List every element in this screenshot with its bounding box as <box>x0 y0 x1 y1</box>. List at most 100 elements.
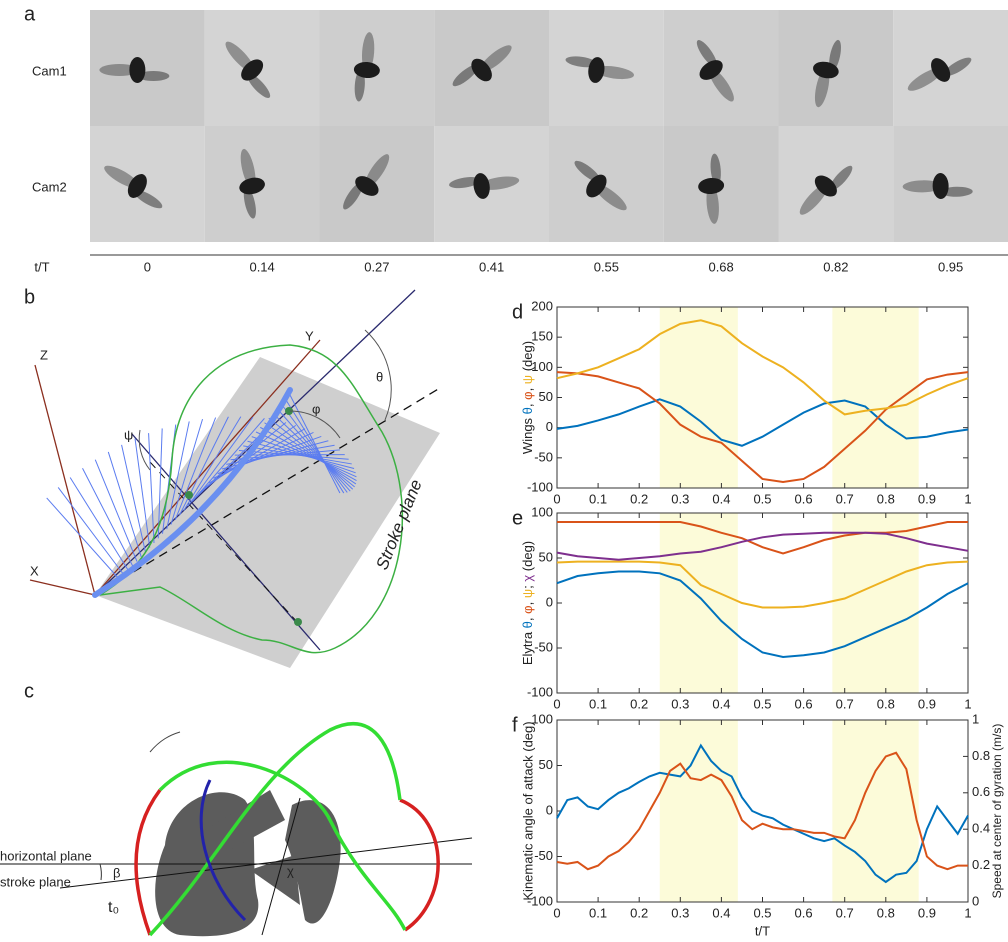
insect <box>902 173 973 199</box>
insect-wing <box>449 177 481 189</box>
insect-wing <box>134 190 163 209</box>
insect <box>239 148 265 219</box>
x-axis <box>29 579 96 596</box>
vein <box>134 438 151 548</box>
time-label: 0.27 <box>364 259 389 274</box>
camera-label: Cam2 <box>32 179 67 194</box>
time-label: t₀ <box>108 899 119 916</box>
x-tick-label: 1 <box>964 905 971 920</box>
insect <box>104 165 163 209</box>
vein <box>281 403 348 493</box>
frame-image <box>549 126 664 242</box>
y2-tick-label: 0.2 <box>972 857 990 872</box>
y2-tick-label: 0 <box>972 893 979 908</box>
y-label: Kinematic angle of attack (deg) <box>520 721 535 900</box>
vein <box>57 487 125 576</box>
x-tick-label: 0.2 <box>630 491 648 506</box>
direction-arrow <box>149 731 181 753</box>
x-tick-label: 0.3 <box>671 491 689 506</box>
insect-body <box>931 58 951 82</box>
y-tick-label: 50 <box>539 389 553 404</box>
panel-c: c horizontal plane stroke plane β t₀ χ <box>0 680 473 937</box>
y-tick-label: -50 <box>534 639 553 654</box>
y-tick-label: 100 <box>531 504 553 519</box>
insect <box>696 40 734 102</box>
vein <box>183 416 242 511</box>
insect <box>813 39 841 108</box>
y-label-symbol: χ <box>520 575 535 582</box>
series-line <box>556 743 969 884</box>
y-tick-label: 100 <box>531 711 553 726</box>
y-label-symbol: ψ <box>520 589 535 598</box>
insect-wing <box>943 57 972 77</box>
x-tick-label: 0.5 <box>753 696 771 711</box>
series-line <box>556 560 969 609</box>
insect-wing <box>902 180 943 193</box>
phi-arc <box>289 410 341 439</box>
insect-body <box>239 177 265 195</box>
insect <box>449 173 520 199</box>
x-tick-label: 0 <box>553 905 560 920</box>
x-tick-label: 0.4 <box>712 905 730 920</box>
series-line <box>556 570 969 659</box>
vein <box>247 440 355 469</box>
x-tick-label: 0.6 <box>795 491 813 506</box>
insect-body <box>813 61 839 79</box>
axis-label: t/T <box>34 259 49 274</box>
y-tick-label: -100 <box>527 893 553 908</box>
insect-wing <box>565 56 598 68</box>
insect <box>343 154 390 210</box>
insect-wing <box>247 73 271 98</box>
time-label: 0 <box>144 259 151 274</box>
path-green <box>158 760 407 931</box>
plane-axis <box>94 387 441 596</box>
x-tick-label: 1 <box>964 696 971 711</box>
y-label-part: , <box>520 598 535 605</box>
z-axis <box>34 364 96 596</box>
camera-label: Cam1 <box>32 63 67 78</box>
wing-root <box>92 387 293 598</box>
body-axis <box>261 797 301 936</box>
insect-wing <box>710 153 721 186</box>
insect-wing <box>696 40 717 67</box>
angle-label: φ <box>312 401 320 416</box>
x-tick-label: 0.8 <box>877 491 895 506</box>
y-tick-label: 0 <box>546 419 553 434</box>
panel-label: c <box>24 680 34 702</box>
time-label: 0.55 <box>594 259 619 274</box>
insect-body <box>353 61 380 79</box>
series-line <box>557 521 968 555</box>
time-label: 0.82 <box>823 259 848 274</box>
panel-label: e <box>512 507 523 529</box>
x-tick-label: 0.1 <box>589 696 607 711</box>
angle-label: β <box>113 865 120 880</box>
vein <box>238 450 349 460</box>
marker <box>285 407 293 415</box>
y-tick-label: 0 <box>546 594 553 609</box>
x-tick-label: 0.5 <box>753 491 771 506</box>
vein <box>272 413 354 490</box>
y-tick-label: -50 <box>534 848 553 863</box>
vein <box>170 418 204 525</box>
y-label-symbol: φ <box>520 605 535 613</box>
x-tick-label: 1 <box>964 491 971 506</box>
time-label: 0.68 <box>708 259 733 274</box>
panel-label: d <box>512 301 523 323</box>
vein <box>285 399 345 494</box>
vein <box>276 408 351 492</box>
y2-tick-label: 1 <box>972 711 979 726</box>
frame-image <box>319 126 435 242</box>
time-label: 0.41 <box>479 259 504 274</box>
insect-wing <box>99 64 140 76</box>
x-tick-label: 0.4 <box>712 696 730 711</box>
wing-outline <box>99 344 404 654</box>
y-label-symbol: θ <box>520 621 535 628</box>
insect-wing <box>452 64 479 87</box>
angle-label: χ <box>287 863 294 878</box>
shaded-region <box>659 513 738 693</box>
y-label-symbol: φ <box>520 391 535 399</box>
wing-veins <box>46 394 357 581</box>
panel-label: b <box>24 286 35 308</box>
insect-wing <box>243 187 256 219</box>
